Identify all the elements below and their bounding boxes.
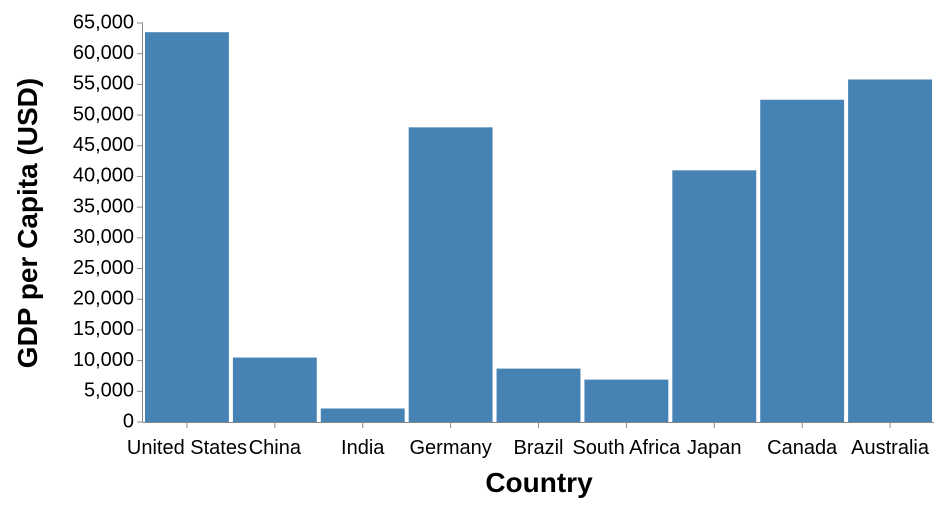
y-axis-title: GDP per Capita (USD) bbox=[12, 78, 43, 368]
x-tick-label-germany: Germany bbox=[409, 437, 491, 459]
bar-germany bbox=[408, 127, 493, 422]
y-tick-label: 35,000 bbox=[73, 195, 134, 217]
y-tick-label: 55,000 bbox=[73, 73, 134, 95]
bar-japan bbox=[672, 170, 757, 422]
y-tick-label: 10,000 bbox=[73, 349, 134, 371]
y-tick-label: 30,000 bbox=[73, 226, 134, 248]
y-tick-label: 15,000 bbox=[73, 318, 134, 340]
bars-layer bbox=[145, 32, 932, 423]
y-axis: 0 5,000 10,000 15,000 20,000 25,000 30,000 35,0… bbox=[73, 11, 143, 432]
x-axis: United States China India Germany Brazil Sout… bbox=[127, 422, 934, 459]
x-tick-label-china: China bbox=[249, 437, 302, 459]
x-tick-label-canada: Canada bbox=[767, 437, 838, 459]
x-tick-label-australia: Australia bbox=[851, 437, 930, 459]
y-tick-label: 5,000 bbox=[84, 380, 134, 402]
y-tick-label: 0 bbox=[123, 410, 134, 432]
bar-united-states bbox=[145, 32, 229, 423]
y-tick-label: 50,000 bbox=[73, 103, 134, 125]
y-tick-label: 45,000 bbox=[73, 134, 134, 156]
x-axis-title: Country bbox=[485, 467, 593, 498]
y-tick-label: 25,000 bbox=[73, 257, 134, 279]
x-tick-label-japan: Japan bbox=[687, 437, 742, 459]
x-tick-label-india: India bbox=[341, 437, 385, 459]
bar-china bbox=[232, 357, 317, 422]
bar-canada bbox=[760, 99, 845, 422]
y-tick-label: 65,000 bbox=[73, 11, 134, 33]
bar-india bbox=[320, 408, 405, 422]
y-tick-label: 40,000 bbox=[73, 165, 134, 187]
y-tick-label: 20,000 bbox=[73, 288, 134, 310]
bar-brazil bbox=[496, 368, 581, 422]
bar-south-africa bbox=[584, 379, 669, 422]
x-tick-label-united-states: United States bbox=[127, 437, 247, 459]
y-tick-label: 60,000 bbox=[73, 42, 134, 64]
x-tick-label-south-africa: South Africa bbox=[572, 437, 681, 459]
bar-australia bbox=[848, 79, 932, 422]
x-tick-label-brazil: Brazil bbox=[513, 437, 563, 459]
